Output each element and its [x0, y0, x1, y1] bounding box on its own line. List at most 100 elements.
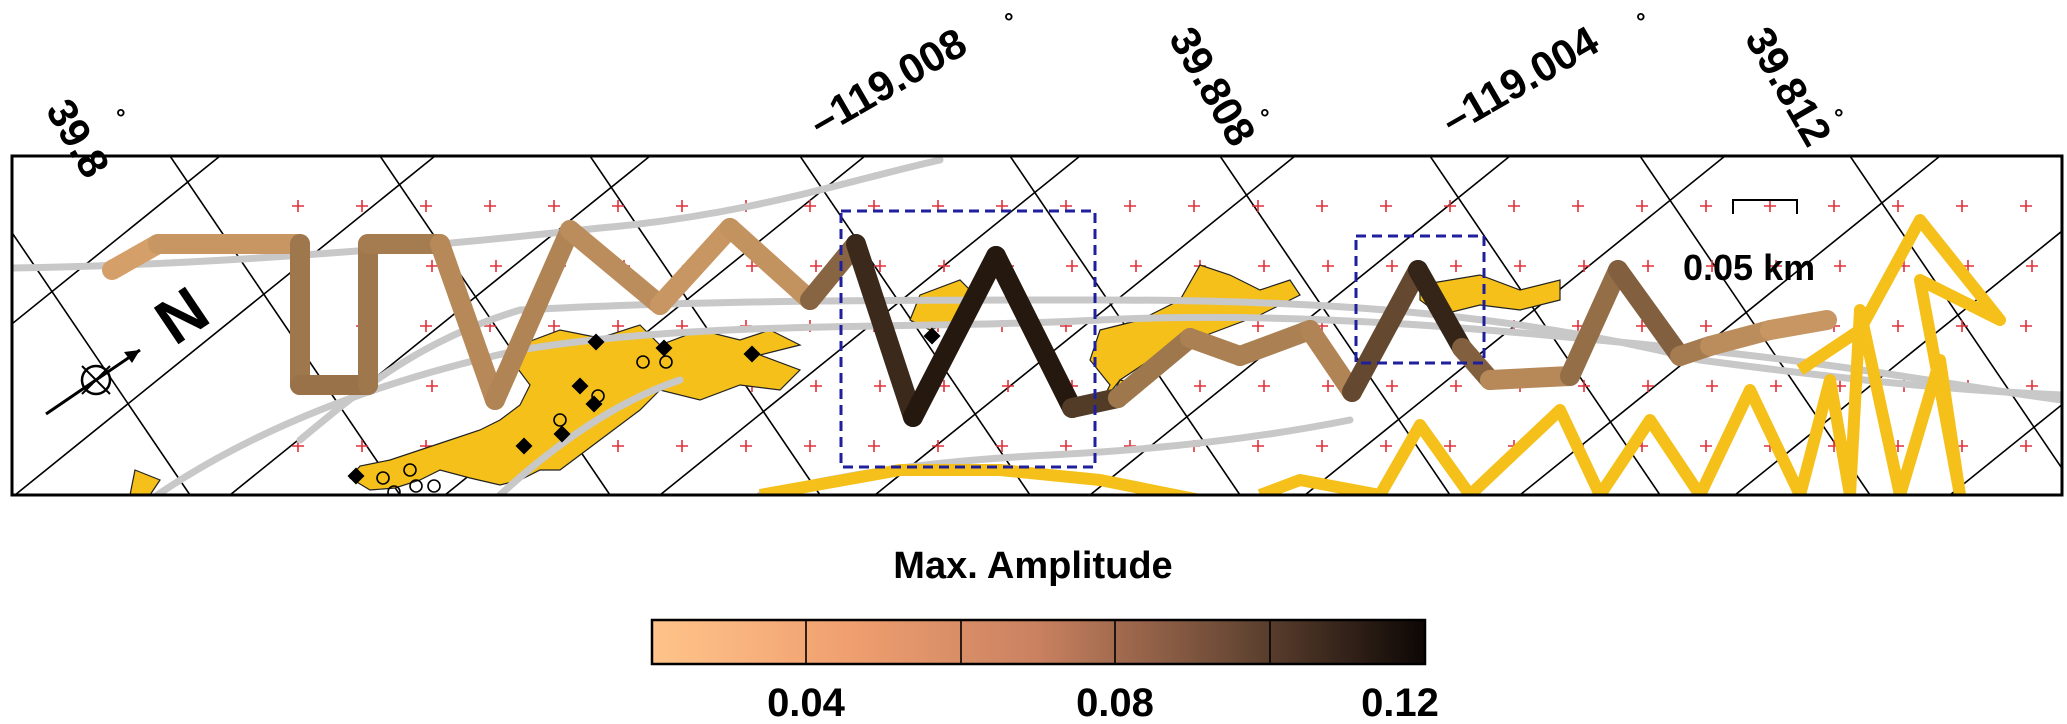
track-segment: [1700, 320, 1780, 356]
graticule-line: [874, 156, 1296, 495]
grid-marker: [874, 260, 886, 272]
map-panel: N 0.05 km: [0, 156, 2062, 495]
track-segment: [1108, 328, 1200, 408]
diamond-markers: [347, 327, 941, 485]
grid-marker: [1066, 260, 1078, 272]
legend-tick-2: 0.08: [1076, 681, 1154, 724]
grid-marker: [1316, 440, 1328, 452]
grid-marker: [1642, 260, 1654, 272]
grid-marker: [1130, 260, 1142, 272]
legend-dividers: [805, 620, 1271, 664]
track-segment: [1230, 320, 1320, 366]
grid-marker: [676, 200, 688, 212]
grid-marker: [1956, 320, 1968, 332]
coord-label-3: 39.808: [1160, 19, 1265, 154]
grid-marker: [612, 440, 624, 452]
track-segment: [986, 246, 1082, 418]
coord-deg-1: °: [116, 105, 126, 132]
grid-marker: [612, 200, 624, 212]
grid-marker: [1572, 200, 1584, 212]
graticule-line: [1949, 403, 2062, 495]
grid-marker: [356, 440, 368, 452]
amplitude-track: [102, 218, 1837, 427]
grid-marker: [1322, 260, 1334, 272]
grid-marker: [1450, 260, 1462, 272]
track-segment: [846, 234, 923, 427]
coord-deg-5: °: [1834, 105, 1844, 132]
grid-marker: [1892, 200, 1904, 212]
grid-marker: [548, 200, 560, 212]
grid-marker: [484, 200, 496, 212]
grid-marker: [292, 200, 304, 212]
track-segment: [485, 220, 580, 410]
coord-deg-2: °: [1004, 9, 1014, 36]
legend-tick-3: 0.12: [1361, 681, 1439, 724]
grid-marker: [426, 380, 438, 392]
grid-marker: [1514, 260, 1526, 272]
grid-marker: [804, 200, 816, 212]
coord-label-4: –119.004: [1433, 16, 1607, 143]
coord-label-5: 39.812: [1736, 19, 1841, 154]
track-segment: [1408, 260, 1472, 358]
grid-marker: [548, 320, 560, 332]
grid-marker: [1124, 200, 1136, 212]
highlight-box-2: [1354, 234, 1486, 365]
grid-marker: [1002, 380, 1014, 392]
coord-label-2: –119.008: [801, 19, 974, 146]
grid-marker: [1252, 320, 1264, 332]
graticule-line: [589, 156, 821, 495]
grid-marker: [804, 440, 816, 452]
grid-marker: [868, 440, 880, 452]
graticule-line: [12, 156, 221, 325]
grid-marker: [1252, 200, 1264, 212]
grid-marker: [1642, 380, 1654, 392]
track-segment: [1608, 260, 1690, 366]
deposit-area-west-tail: [129, 469, 161, 495]
circle-markers: [376, 355, 673, 495]
grid-marker: [1706, 380, 1718, 392]
grid-marker: [810, 380, 822, 392]
legend-tick-1: 0.04: [767, 681, 846, 724]
grid-marker: [1706, 260, 1718, 272]
grid-marker: [1770, 260, 1782, 272]
track-segment: [1342, 260, 1428, 402]
grid-marker: [1444, 200, 1456, 212]
grid-marker: [1316, 200, 1328, 212]
grid-marker: [2020, 200, 2032, 212]
grid-marker: [612, 320, 624, 332]
grid-marker: [1956, 200, 1968, 212]
grid-marker: [932, 440, 944, 452]
legend-title: Max. Amplitude: [893, 545, 1172, 587]
grid-marker: [356, 200, 368, 212]
amplitude-legend: Max. Amplitude 0.04 0.08 0.12: [650, 545, 1439, 724]
grid-marker: [1700, 320, 1712, 332]
track-segment: [1480, 366, 1580, 390]
graticule-line: [14, 156, 436, 495]
graticule-line: [1734, 230, 2062, 495]
grid-marker: [1636, 320, 1648, 332]
grid-marker: [740, 440, 752, 452]
scale-bar: 0.05 km: [1683, 199, 1815, 288]
yellow-line-east: [758, 464, 1202, 495]
grid-marker: [1450, 380, 1462, 392]
grid-marker: [1892, 320, 1904, 332]
grid-marker: [426, 260, 438, 272]
coord-deg-3: °: [1260, 105, 1270, 132]
road-4: [496, 376, 684, 495]
grid-marker: [1444, 440, 1456, 452]
grid-marker: [874, 380, 886, 392]
road-1: [12, 156, 944, 272]
coord-deg-4: °: [1636, 9, 1646, 36]
legend-colorbar: [650, 618, 1427, 666]
road-2: [151, 313, 2062, 495]
graticule-line: [1519, 156, 1941, 495]
track-segment: [1300, 320, 1362, 402]
grid-marker: [1258, 260, 1270, 272]
track-segment: [1560, 260, 1628, 386]
grid-marker: [1386, 260, 1398, 272]
grid-marker: [420, 320, 432, 332]
track-segment: [903, 246, 1006, 427]
road-3: [296, 296, 2062, 444]
graticule-line: [0, 156, 5, 495]
grid-marker: [1252, 440, 1264, 452]
